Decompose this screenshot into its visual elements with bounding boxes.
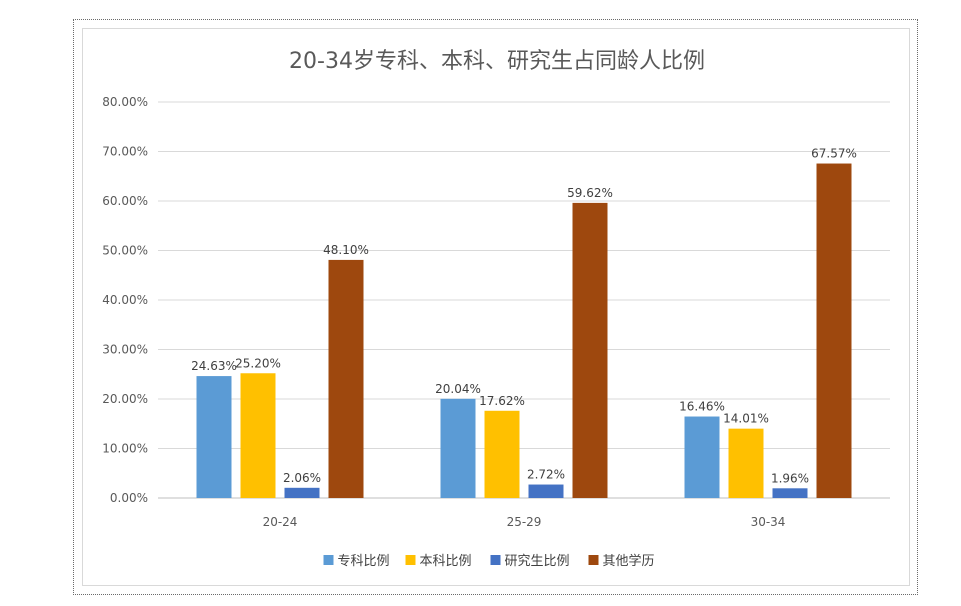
legend: 专科比例 本科比例 研究生比例 其他学历	[323, 553, 655, 569]
x-axis-ticks: 20-24 25-29 30-34	[263, 515, 786, 529]
data-label: 17.62%	[479, 394, 525, 408]
bar	[440, 398, 476, 498]
y-tick-label: 10.00%	[102, 442, 148, 456]
legend-item: 本科比例	[405, 554, 472, 569]
outer-frame	[73, 19, 918, 595]
bar	[240, 373, 276, 498]
y-tick-label: 30.00%	[102, 343, 148, 357]
bar	[284, 487, 320, 498]
data-label: 20.04%	[435, 382, 481, 396]
legend-swatch	[490, 555, 501, 565]
bars	[196, 163, 852, 499]
bar	[196, 376, 232, 498]
legend-label: 专科比例	[338, 554, 390, 569]
data-label: 14.01%	[723, 412, 769, 426]
bar	[816, 163, 852, 498]
data-label: 24.63%	[191, 359, 237, 373]
x-tick-label: 30-34	[751, 515, 786, 529]
chart-title: 20-34岁专科、本科、研究生占同龄人比例	[289, 49, 705, 74]
bar	[572, 202, 608, 499]
y-tick-label: 70.00%	[102, 145, 148, 159]
y-tick-label: 60.00%	[102, 194, 148, 208]
legend-item: 专科比例	[323, 554, 390, 569]
legend-label: 其他学历	[603, 553, 655, 569]
data-label: 48.10%	[323, 243, 369, 257]
legend-label: 研究生比例	[505, 554, 570, 569]
data-label: 25.20%	[235, 356, 281, 370]
legend-label: 本科比例	[420, 554, 472, 569]
y-tick-label: 20.00%	[102, 392, 148, 406]
data-label: 1.96%	[771, 471, 809, 485]
legend-item: 研究生比例	[490, 554, 570, 569]
y-axis-ticks: 0.00% 10.00% 20.00% 30.00% 40.00% 50.00% 60.00…	[102, 95, 148, 505]
legend-item: 其他学历	[588, 553, 655, 569]
data-label: 2.72%	[527, 468, 565, 482]
y-tick-label: 0.00%	[110, 491, 148, 505]
data-label: 2.06%	[283, 471, 321, 485]
bar	[728, 428, 764, 498]
x-tick-label: 20-24	[263, 515, 298, 529]
legend-swatch	[588, 555, 599, 565]
bar	[328, 259, 364, 498]
bar	[772, 488, 808, 498]
legend-swatch	[323, 555, 334, 565]
data-label: 16.46%	[679, 400, 725, 414]
y-tick-label: 50.00%	[102, 244, 148, 258]
data-label: 59.62%	[567, 186, 613, 200]
y-tick-label: 80.00%	[102, 95, 148, 109]
data-labels: 24.63%25.20% 2.06% 48.10% 20.04%17.62% 2.72%…	[191, 147, 857, 486]
bar	[484, 410, 520, 498]
y-tick-label: 40.00%	[102, 293, 148, 307]
x-tick-label: 25-29	[507, 515, 542, 529]
gridlines	[158, 101, 890, 499]
bar	[528, 484, 564, 498]
legend-swatch	[405, 555, 416, 565]
bar	[684, 416, 720, 498]
data-label: 67.57%	[811, 147, 857, 161]
